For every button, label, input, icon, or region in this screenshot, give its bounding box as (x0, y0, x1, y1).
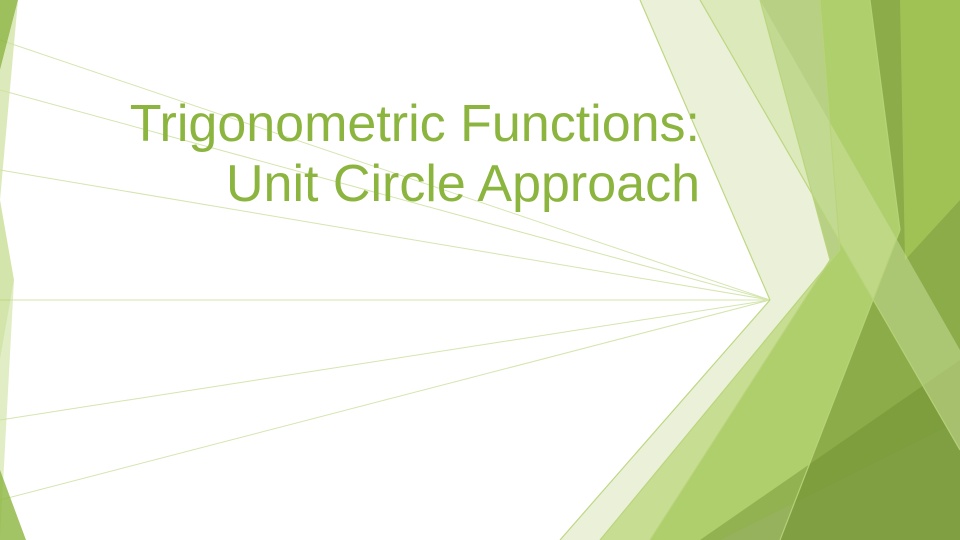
facet-right (560, 0, 960, 540)
slide-title: Trigonometric Functions: Unit Circle App… (60, 95, 700, 215)
facet-decoration (0, 0, 960, 540)
facet-outlines (560, 0, 960, 540)
slide: Trigonometric Functions: Unit Circle App… (0, 0, 960, 540)
title-container: Trigonometric Functions: Unit Circle App… (60, 95, 700, 215)
left-edge-slivers (0, 0, 26, 540)
